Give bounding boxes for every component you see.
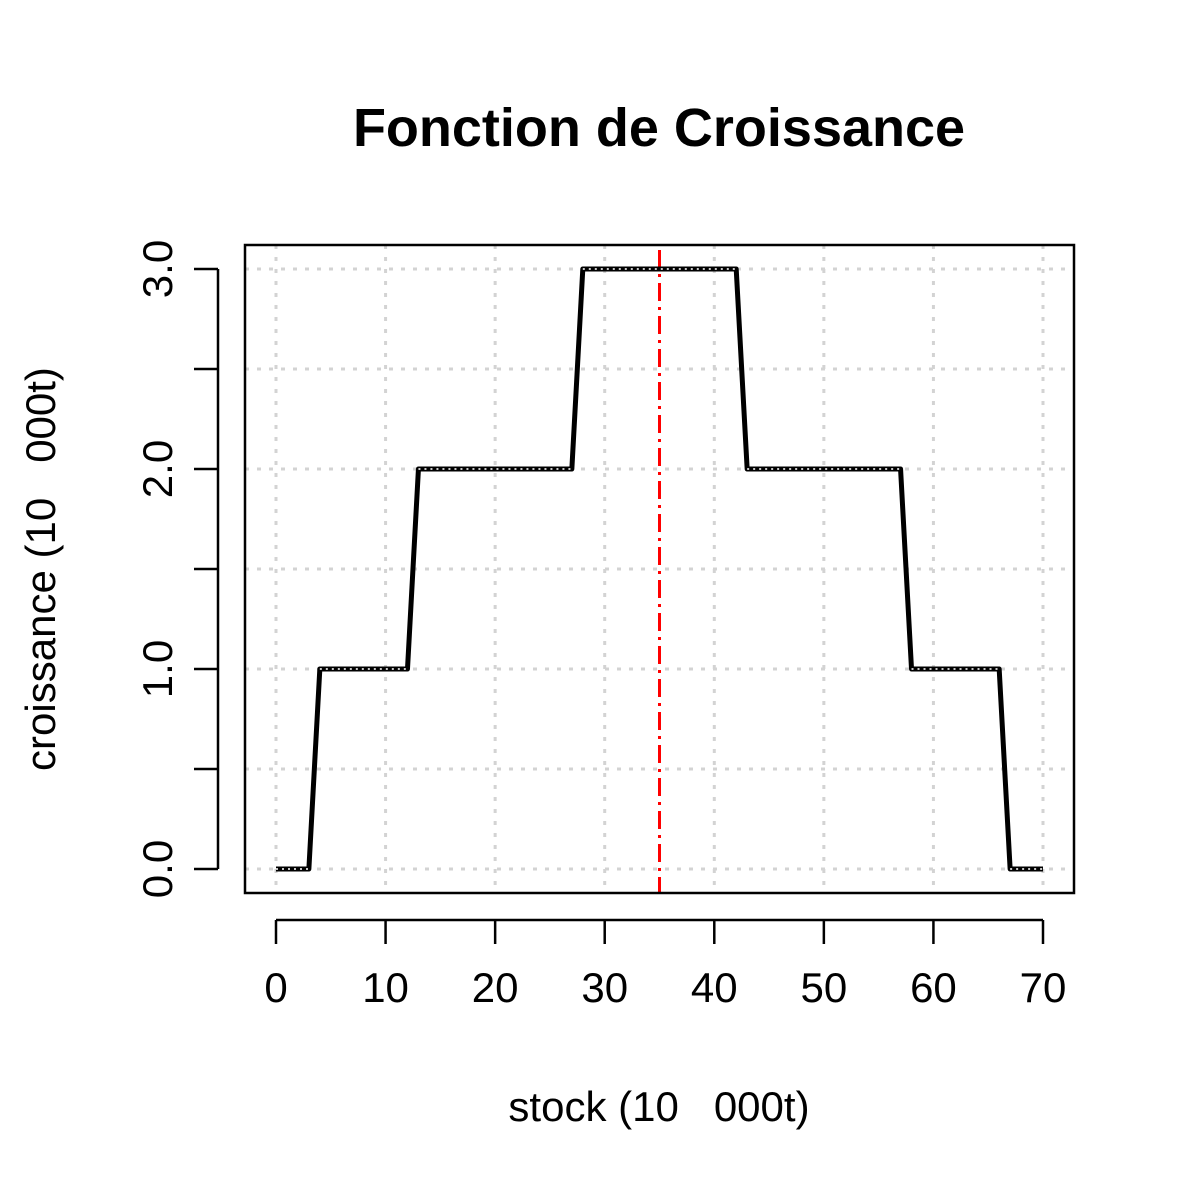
series (276, 266, 1043, 872)
y-axis: 0.0 1.0 2.0 3.0 (134, 240, 220, 898)
y-tick-label-4: 2.0 (134, 440, 181, 498)
grid (245, 245, 1074, 893)
x-tick-label-5: 50 (800, 964, 847, 1011)
x-tick-label-2: 20 (472, 964, 519, 1011)
plot-frame (243, 243, 1076, 895)
x-tick-label-3: 30 (581, 964, 628, 1011)
x-tick-label-6: 60 (910, 964, 957, 1011)
y-tick-label-2: 1.0 (134, 640, 181, 698)
chart-title: Fonction de Croissance (353, 98, 965, 158)
y-axis-label: croissance (10 000t) (17, 367, 64, 771)
x-tick-label-1: 10 (362, 964, 409, 1011)
x-tick-label-4: 40 (691, 964, 738, 1011)
x-tick-label-7: 70 (1020, 964, 1067, 1011)
x-tick-label-0: 0 (264, 964, 287, 1011)
y-tick-label-6: 3.0 (134, 240, 181, 298)
x-axis-label: stock (10 000t) (508, 1083, 809, 1130)
y-tick-label-0: 0.0 (134, 840, 181, 898)
x-axis: 0 10 20 30 40 50 60 70 (264, 918, 1067, 1011)
